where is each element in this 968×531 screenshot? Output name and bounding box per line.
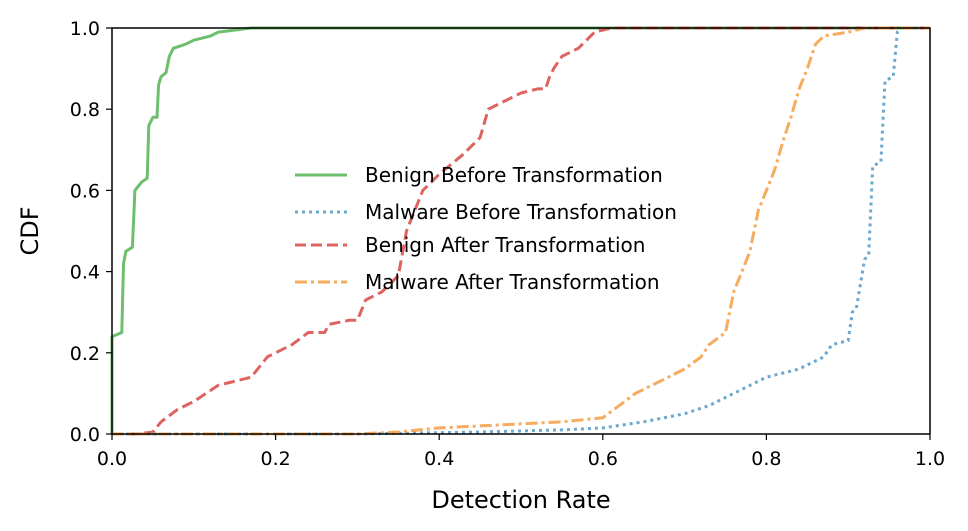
series-line-4 <box>112 26 930 436</box>
legend-label-4: Malware After Transformation <box>365 270 660 294</box>
y-tick-label: 0.6 <box>70 180 100 202</box>
x-tick-label: 0.8 <box>751 448 781 470</box>
x-tick-label: 0.2 <box>260 448 290 470</box>
legend-label-3: Benign After Transformation <box>365 233 645 257</box>
x-axis-ticks: 0.0 0.2 0.4 0.6 0.8 1.0 <box>97 434 945 470</box>
y-tick-label: 1.0 <box>70 18 100 40</box>
y-axis-ticks: 0.0 0.2 0.4 0.6 0.8 1.0 <box>70 18 112 446</box>
legend: Benign Before Transformation Malware Befo… <box>295 163 677 294</box>
y-tick-label: 0.0 <box>70 424 100 446</box>
legend-label-2: Malware Before Transformation <box>365 200 677 224</box>
x-axis-label: Detection Rate <box>431 486 610 514</box>
y-axis-label: CDF <box>16 206 44 255</box>
y-tick-label: 0.4 <box>70 262 100 284</box>
y-tick-label: 0.2 <box>70 343 100 365</box>
x-tick-label: 0.4 <box>424 448 454 470</box>
plot-lines <box>110 26 930 436</box>
series-line-2 <box>112 26 930 436</box>
series-line-3 <box>112 26 930 436</box>
y-tick-label: 0.8 <box>70 99 100 121</box>
legend-label-1: Benign Before Transformation <box>365 163 663 187</box>
x-tick-label: 0.0 <box>97 448 127 470</box>
plot-frame <box>111 27 931 435</box>
x-tick-label: 0.6 <box>588 448 618 470</box>
x-tick-label: 1.0 <box>915 448 945 470</box>
series-line-1 <box>110 26 930 434</box>
